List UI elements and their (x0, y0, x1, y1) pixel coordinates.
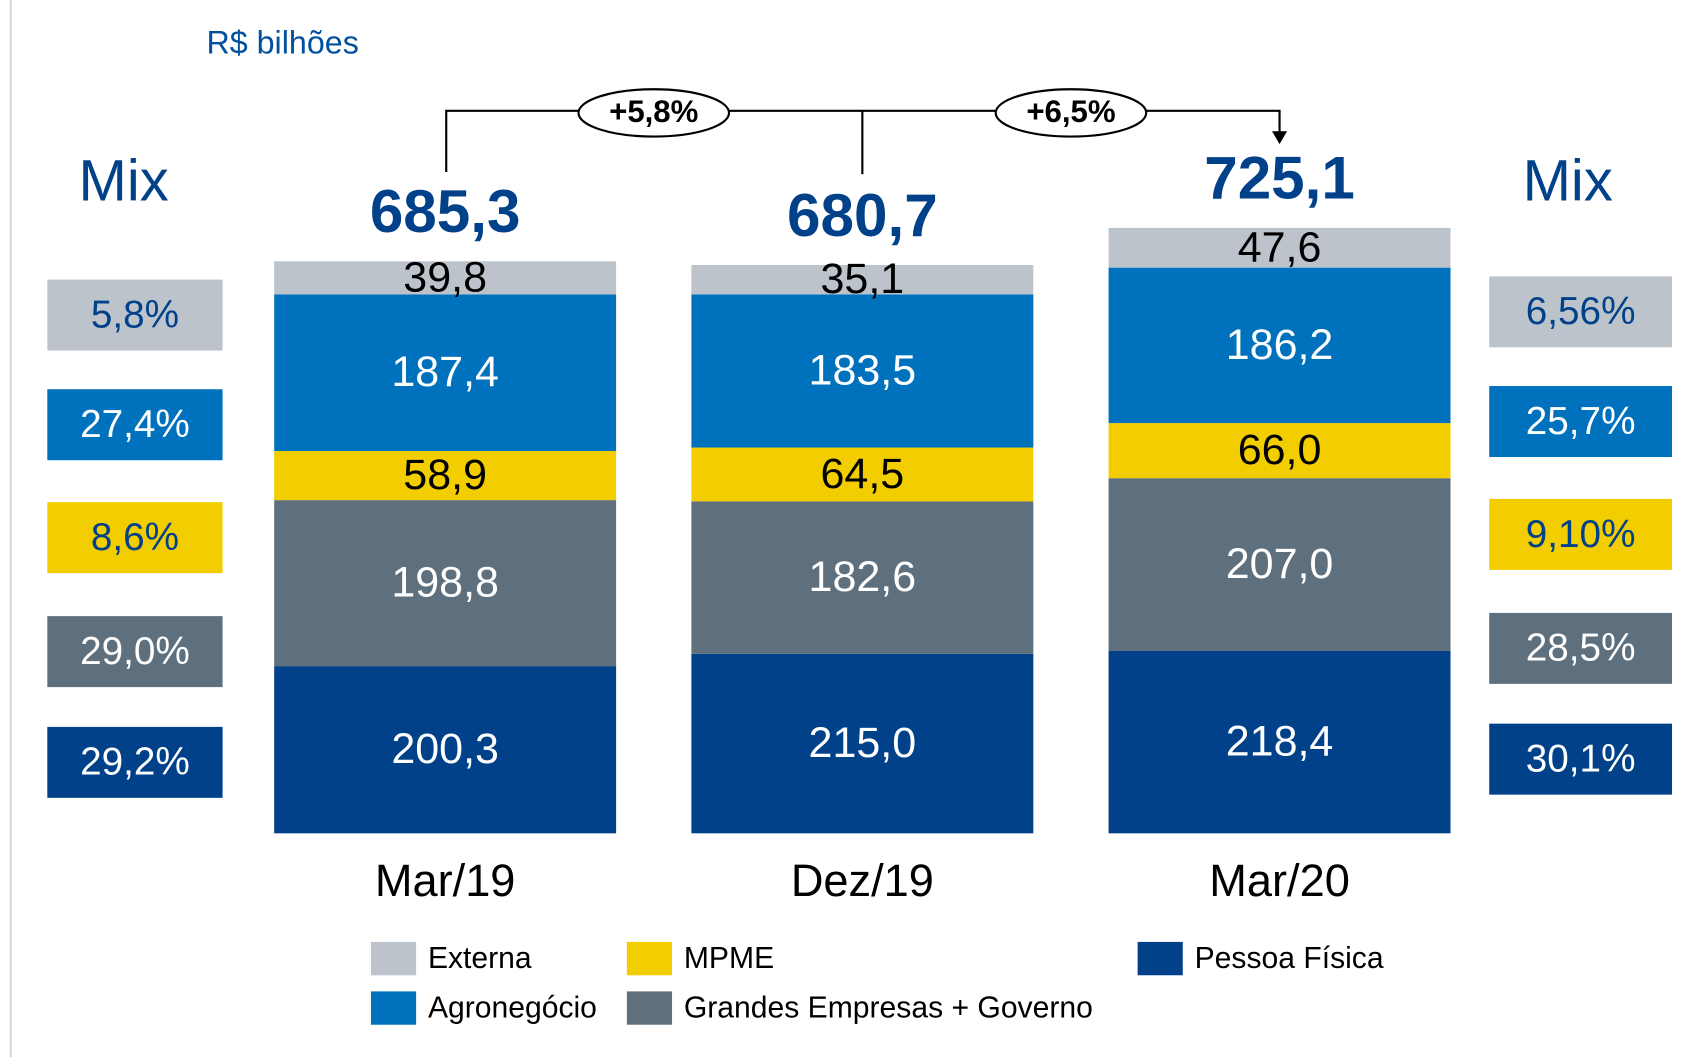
mix-box (47, 726, 223, 798)
bar-segment (691, 653, 1034, 834)
mix-box (47, 502, 223, 574)
category-label: Dez/19 (791, 855, 934, 906)
total-label: 725,1 (1204, 144, 1355, 212)
bar-segment (691, 265, 1034, 295)
mix-box (1489, 386, 1673, 457)
bar-segment (1108, 650, 1451, 834)
bar-segment (274, 294, 617, 451)
mix-box (1489, 723, 1673, 795)
segment-label: 218,4 (1226, 718, 1334, 766)
legend-label: Grandes Empresas + Governo (684, 992, 1093, 1025)
mix-box (47, 616, 223, 688)
segment-label: 200,3 (391, 725, 499, 773)
mix-title: Mix (1523, 148, 1613, 213)
segment-label: 207,0 (1226, 540, 1334, 588)
growth-bubble (994, 88, 1148, 138)
legend-label: MPME (684, 942, 774, 975)
mix-box (1489, 276, 1673, 348)
bar-segment (274, 500, 617, 667)
bar-segment (1108, 227, 1451, 268)
mix-label: 5,8% (91, 293, 179, 336)
legend-swatch (370, 941, 417, 976)
legend-label: Externa (428, 942, 532, 975)
mix-label: 9,10% (1526, 513, 1636, 556)
unit-label: R$ bilhões (206, 25, 358, 61)
legend-label: Pessoa Física (1195, 942, 1384, 975)
mix-label: 28,5% (1526, 627, 1636, 670)
arrow-head (1272, 131, 1288, 145)
mix-label: 27,4% (80, 403, 190, 446)
legend-label: Agronegócio (428, 992, 597, 1025)
bar-segment (691, 447, 1034, 502)
mix-label: 30,1% (1526, 738, 1636, 781)
mix-box (1489, 498, 1673, 570)
segment-label: 215,0 (809, 719, 917, 767)
mix-label: 25,7% (1526, 400, 1636, 443)
segment-label: 182,6 (809, 553, 917, 601)
category-label: Mar/20 (1209, 855, 1350, 906)
segment-label: 198,8 (391, 559, 499, 607)
segment-label: 183,5 (809, 346, 917, 394)
segment-label: 39,8 (403, 253, 487, 301)
legend-swatch (370, 991, 417, 1025)
growth-label: +5,8% (609, 94, 698, 129)
bar-segment (691, 294, 1034, 448)
segment-label: 186,2 (1226, 321, 1334, 369)
bar-segment (274, 666, 617, 834)
segment-label: 35,1 (821, 255, 905, 303)
mix-label: 6,56% (1526, 290, 1636, 333)
total-label: 680,7 (787, 181, 938, 249)
segment-label: 47,6 (1238, 223, 1322, 271)
legend-swatch (1137, 941, 1183, 976)
bar-segment (274, 261, 617, 295)
growth-bubble (577, 88, 731, 138)
growth-connector (445, 109, 1281, 175)
legend-swatch (626, 941, 673, 976)
mix-box (47, 279, 223, 351)
mix-box (47, 389, 223, 461)
total-label: 685,3 (370, 177, 521, 245)
segment-label: 64,5 (821, 450, 905, 498)
mix-title: Mix (79, 148, 169, 213)
growth-label: +6,5% (1026, 94, 1115, 129)
mix-label: 29,0% (80, 630, 190, 673)
segment-label: 187,4 (391, 348, 499, 396)
segment-label: 58,9 (403, 451, 487, 499)
segment-label: 66,0 (1238, 426, 1322, 474)
category-label: Mar/19 (375, 855, 516, 906)
mix-label: 8,6% (91, 516, 179, 559)
mix-label: 29,2% (80, 741, 190, 784)
bar-segment (691, 501, 1034, 654)
mix-box (1489, 612, 1673, 684)
bar-segment (274, 450, 617, 501)
bar-segment (1108, 423, 1451, 479)
bar-segment (1108, 478, 1451, 651)
bar-segment (1108, 267, 1451, 424)
legend-swatch (626, 991, 673, 1025)
